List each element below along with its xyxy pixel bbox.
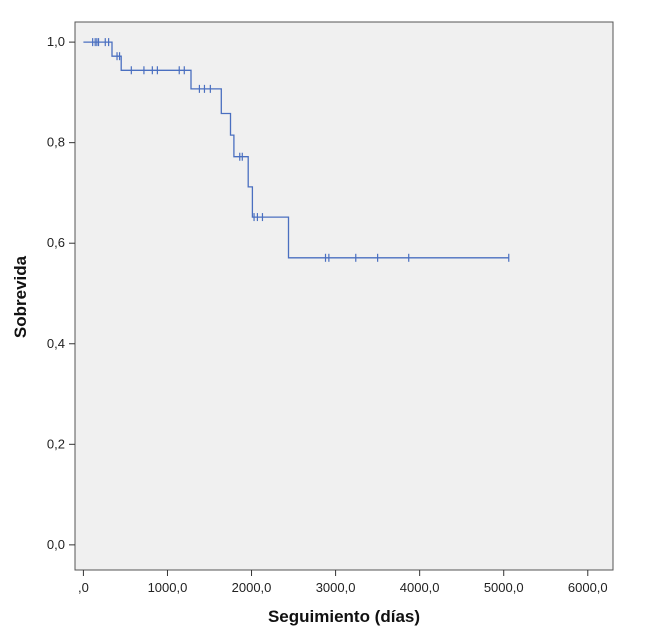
y-tick-label: 0,6 (47, 235, 65, 250)
x-axis-title: Seguimiento (días) (268, 607, 420, 626)
censored-markers (92, 38, 510, 262)
x-axis: ,0 1000,0 2000,0 3000,0 4000,0 5000,0 6000,0 (78, 570, 608, 595)
y-tick-label: 0,0 (47, 537, 65, 552)
survival-step-line (83, 41, 509, 259)
y-tick-label: 1,0 (47, 34, 65, 49)
plot-area (74, 21, 614, 571)
x-tick-label: 4000,0 (400, 580, 440, 595)
x-tick-label: 3000,0 (316, 580, 356, 595)
y-tick-label: 0,4 (47, 336, 65, 351)
y-axis-title: Sobrevida (11, 255, 30, 338)
y-tick-label: 0,2 (47, 436, 65, 451)
y-tick-label: 0,8 (47, 135, 65, 150)
x-tick-label: 1000,0 (148, 580, 188, 595)
x-tick-label: 2000,0 (232, 580, 272, 595)
x-tick-label: 6000,0 (568, 580, 608, 595)
x-tick-label: ,0 (78, 580, 89, 595)
x-tick-label: 5000,0 (484, 580, 524, 595)
y-axis: 0,0 0,2 0,4 0,6 0,8 1,0 (47, 34, 75, 552)
